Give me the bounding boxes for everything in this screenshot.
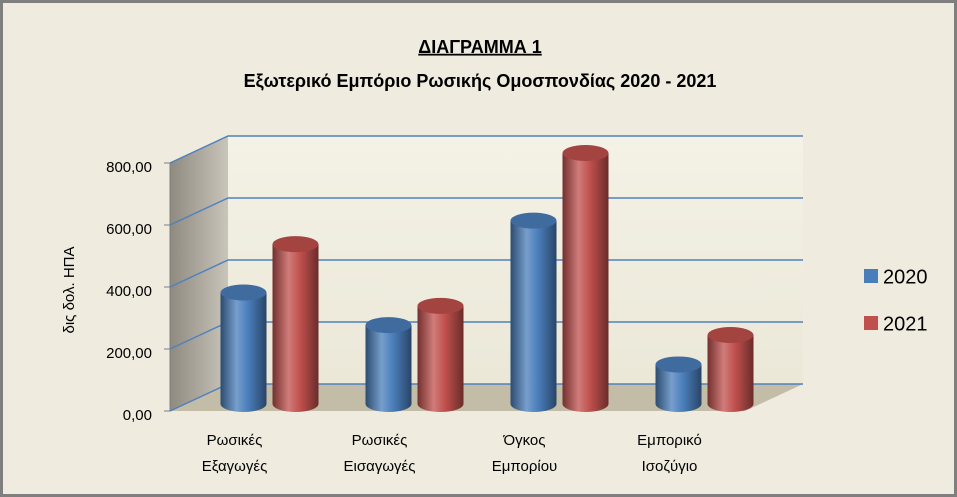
x-tick-label: Ρωσικές Εισαγωγές xyxy=(343,432,416,475)
y-tick-label: 600,00 xyxy=(106,221,152,238)
y-tick-label: 0,00 xyxy=(123,407,152,424)
x-tick-label: Εμπορικό Ισοζύγιο xyxy=(637,432,702,475)
legend-swatch xyxy=(864,269,878,283)
bar-top xyxy=(365,317,412,334)
x-tick-label: Ρωσικές Εξαγωγές xyxy=(201,432,268,475)
bar xyxy=(365,325,412,412)
y-axis-label: δις δολ. ΗΠΑ xyxy=(61,247,78,334)
bar-top xyxy=(655,356,702,373)
x-tick-label: Όγκος Εμπορίου xyxy=(491,432,558,475)
chart-title: ΔΙΑΓΡΑΜΜΑ 1 xyxy=(418,37,541,57)
bar xyxy=(220,292,267,412)
y-tick-label: 800,00 xyxy=(106,159,152,176)
bar xyxy=(707,335,754,412)
bar-top xyxy=(220,284,267,301)
bar-top xyxy=(707,327,754,343)
legend-label: 2020 xyxy=(883,266,928,288)
bar-top xyxy=(510,212,557,229)
y-tick-label: 400,00 xyxy=(106,283,152,300)
grid-line xyxy=(169,259,803,288)
legend-swatch xyxy=(864,316,878,330)
grid-line xyxy=(169,197,803,226)
bar-top xyxy=(272,236,319,253)
floor xyxy=(170,384,803,411)
bar xyxy=(655,364,702,412)
bar xyxy=(417,305,464,412)
bar xyxy=(272,244,319,412)
bar xyxy=(562,153,609,412)
legend-label: 2021 xyxy=(883,313,928,335)
grid-line xyxy=(169,135,803,164)
bar-top xyxy=(417,297,464,314)
bar xyxy=(510,220,557,412)
bar-top xyxy=(562,145,609,162)
chart-subtitle: Εξωτερικό Εμπόριο Ρωσικής Ομοσπονδίας 20… xyxy=(244,71,717,92)
y-tick-label: 200,00 xyxy=(106,345,152,362)
